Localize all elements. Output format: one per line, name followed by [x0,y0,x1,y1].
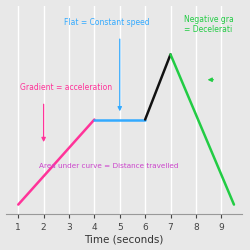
Text: Negative gra
= Decelerati: Negative gra = Decelerati [184,14,234,34]
Text: Area under curve = Distance travelled: Area under curve = Distance travelled [38,163,178,169]
Text: Flat = Constant speed: Flat = Constant speed [64,18,150,27]
X-axis label: Time (seconds): Time (seconds) [84,234,163,244]
Text: Gradient = acceleration: Gradient = acceleration [20,83,112,92]
